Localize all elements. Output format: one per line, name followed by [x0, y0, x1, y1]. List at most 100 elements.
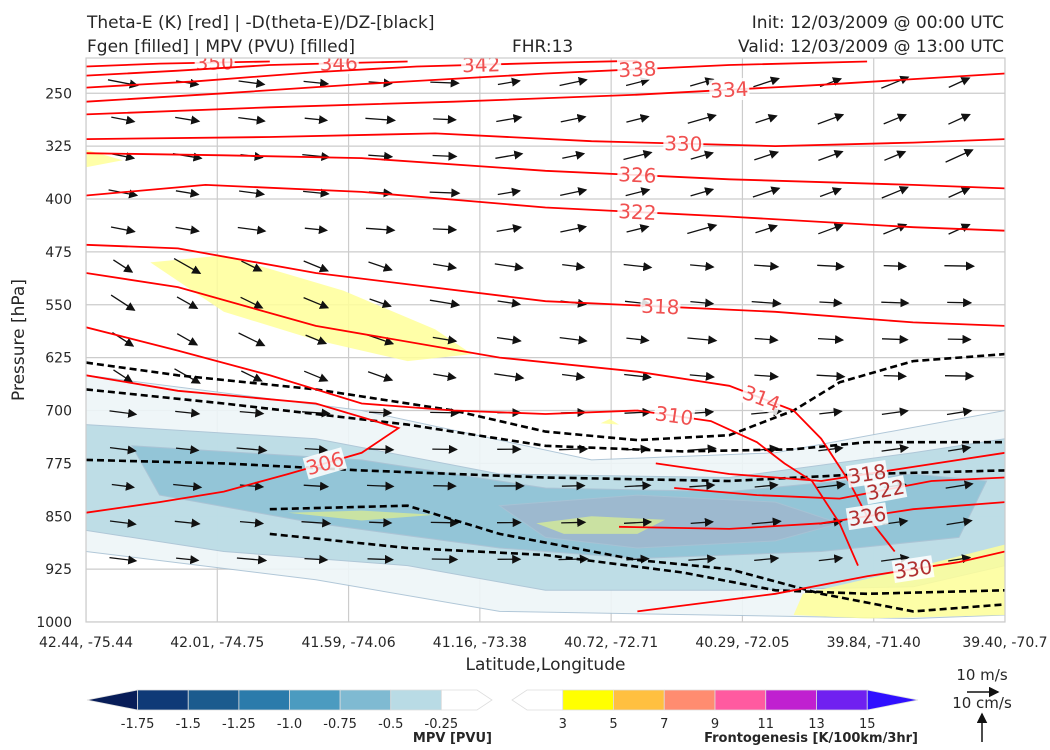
y-axis-label: Pressure [hPa] — [9, 279, 29, 401]
wind-arrow — [303, 78, 330, 88]
wind-arrow — [623, 149, 653, 161]
x-tick-label: 41.16, -73.38 — [433, 635, 527, 651]
wind-arrow — [562, 371, 586, 381]
wind-arrow — [948, 77, 971, 88]
contour-label-bg — [460, 58, 502, 77]
x-tick-label: 39.40, -70.7 — [962, 635, 1047, 651]
wind-arrow — [176, 555, 200, 565]
contour-label-bg — [616, 200, 658, 225]
wind-arrow — [497, 187, 521, 197]
wind-arrow — [562, 261, 586, 271]
contour-label-bg — [652, 402, 696, 430]
colorbar-tick-label: 15 — [859, 717, 876, 732]
valid-time: Valid: 12/03/2009 @ 13:00 UTC — [738, 37, 1004, 57]
wind-arrow — [690, 150, 714, 160]
colorbar-swatch — [866, 689, 919, 711]
wind-vectors — [107, 75, 975, 565]
wind-arrow — [946, 407, 973, 417]
wind-arrow — [238, 115, 266, 125]
contour-label-bg — [708, 77, 750, 102]
wind-arrow — [432, 335, 458, 345]
colorbar-swatch — [187, 689, 240, 711]
wind-arrow — [948, 554, 972, 564]
wind-arrow — [945, 148, 974, 163]
wind-arrow — [303, 370, 329, 382]
theta-e-contour — [637, 550, 1005, 613]
wind-arrow — [432, 262, 458, 272]
x-tick-label: 40.72, -72.71 — [564, 635, 658, 651]
theta-e-contour — [86, 243, 1005, 327]
wind-arrow — [948, 113, 971, 125]
wind-arrow — [238, 78, 266, 88]
theta-e-contour-label: 334 — [710, 77, 749, 103]
wind-arrow — [559, 76, 588, 87]
wind-arrow — [816, 371, 846, 381]
colorbar-tick-label: 3 — [559, 717, 567, 732]
contour-label-bg — [845, 502, 889, 531]
wind-arrow — [687, 113, 717, 124]
wind-arrow — [429, 188, 461, 198]
theta-e-contour — [86, 60, 868, 103]
wind-arrow — [817, 113, 845, 125]
x-tick-label: 41.59, -74.06 — [302, 635, 396, 651]
wind-arrow — [690, 298, 715, 308]
theta-e-contour-label: 318 — [641, 294, 680, 320]
contour-label-bg — [639, 294, 681, 319]
y-tick-label: 475 — [45, 245, 72, 261]
colorbar-swatch — [440, 689, 493, 711]
theta-e-contour — [655, 451, 1005, 482]
dthetae-dz-contour — [269, 504, 1005, 613]
wind-arrow — [368, 261, 393, 272]
wind-arrow — [754, 335, 779, 345]
wind-arrow — [367, 371, 394, 382]
colorbar-label: Frontogenesis [K/100km/3hr] — [704, 731, 918, 746]
wind-arrow — [241, 260, 263, 272]
wind-arrow — [881, 407, 909, 417]
colorbar-tick-label: 11 — [757, 717, 774, 732]
colorbar-tick-label: -1.5 — [176, 717, 201, 732]
theta-e-contour-label: 338 — [618, 56, 657, 82]
wind-arrow — [690, 261, 715, 271]
init-time: Init: 12/03/2009 @ 00:00 UTC — [751, 13, 1004, 33]
theta-e-contour-label: 310 — [654, 401, 695, 430]
wind-arrow — [946, 517, 973, 527]
y-tick-label: 700 — [45, 404, 72, 420]
wind-arrow — [433, 114, 457, 125]
wind-arrow — [369, 298, 392, 308]
colorbar-swatch — [137, 689, 189, 711]
x-tick-label: 42.44, -75.44 — [39, 635, 133, 651]
wind-arrow — [494, 262, 524, 272]
wind-arrow — [109, 555, 138, 565]
wind-arrow — [175, 408, 201, 418]
colorbar-swatch — [339, 689, 392, 711]
wind-arrow — [881, 553, 910, 563]
y-tick-label: 925 — [45, 562, 72, 578]
plot-frame — [85, 57, 1006, 623]
wind-arrow — [625, 77, 650, 87]
wind-arrow — [944, 261, 975, 271]
wind-arrow — [883, 261, 908, 271]
x-axis-label: Latitude,Longitude — [466, 655, 626, 675]
dthetae-dz-contour — [86, 352, 1005, 442]
wind-arrow — [111, 481, 135, 491]
wind-arrow — [560, 223, 588, 233]
wind-arrow — [754, 261, 780, 271]
wind-arrow — [881, 334, 909, 344]
colorbar-tick-label: -0.5 — [378, 717, 403, 732]
wind-arrow — [429, 299, 461, 309]
wind-arrow — [176, 296, 199, 309]
theta-e-contour-label: 326 — [846, 502, 887, 532]
theta-e-contour — [86, 272, 896, 553]
wind-arrow — [624, 372, 652, 382]
wind-arrow — [497, 298, 522, 308]
wind-arrow — [626, 114, 650, 123]
wind-arrow — [623, 262, 653, 272]
wind-arrow — [817, 335, 845, 345]
wind-arrow — [175, 188, 200, 198]
wind-arrow — [239, 408, 265, 418]
theta-e-contour — [86, 132, 1005, 148]
wind-arrow — [369, 518, 393, 528]
wind-arrow — [881, 186, 909, 199]
contour-label-bg — [891, 555, 935, 584]
